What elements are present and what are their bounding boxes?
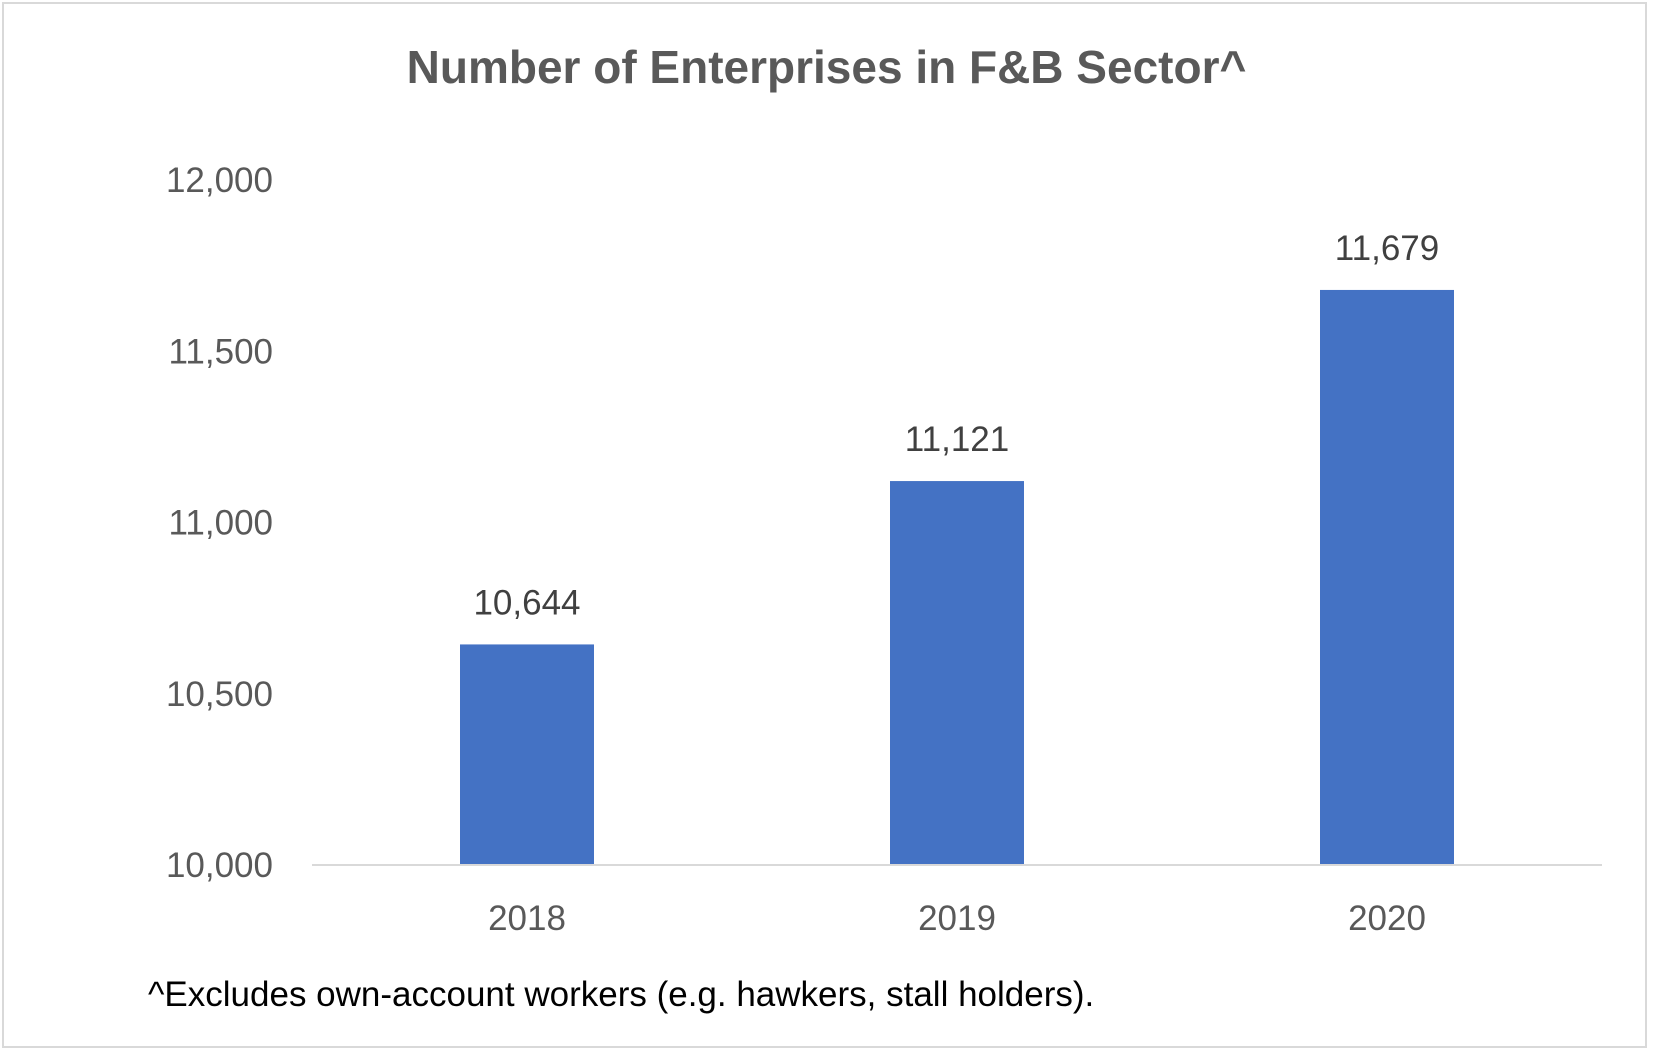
data-labels-group: 10,644 11,121 11,679: [473, 229, 1439, 622]
y-tick-label: 10,500: [166, 675, 273, 714]
data-label-2018: 10,644: [473, 583, 580, 622]
bars-group: [460, 289, 1454, 865]
y-tick-label: 10,000: [166, 846, 273, 885]
bar-2020: [1320, 289, 1454, 865]
bar-2018: [460, 644, 594, 865]
x-tick-label-2019: 2019: [918, 899, 996, 938]
y-axis-tick-labels: 10,000 10,500 11,000 11,500 12,000: [166, 161, 273, 885]
x-axis-tick-labels: 2018 2019 2020: [488, 899, 1426, 938]
chart-footnote: ^Excludes own-account workers (e.g. hawk…: [148, 975, 1095, 1014]
x-tick-label-2018: 2018: [488, 899, 566, 938]
chart-title: Number of Enterprises in F&B Sector^: [406, 41, 1247, 93]
y-tick-label: 11,500: [169, 332, 273, 371]
y-tick-label: 11,000: [169, 504, 273, 543]
data-label-2019: 11,121: [905, 420, 1009, 459]
y-tick-label: 12,000: [166, 161, 273, 200]
data-label-2020: 11,679: [1335, 229, 1439, 268]
bar-2019: [890, 481, 1024, 865]
x-tick-label-2020: 2020: [1348, 899, 1426, 938]
